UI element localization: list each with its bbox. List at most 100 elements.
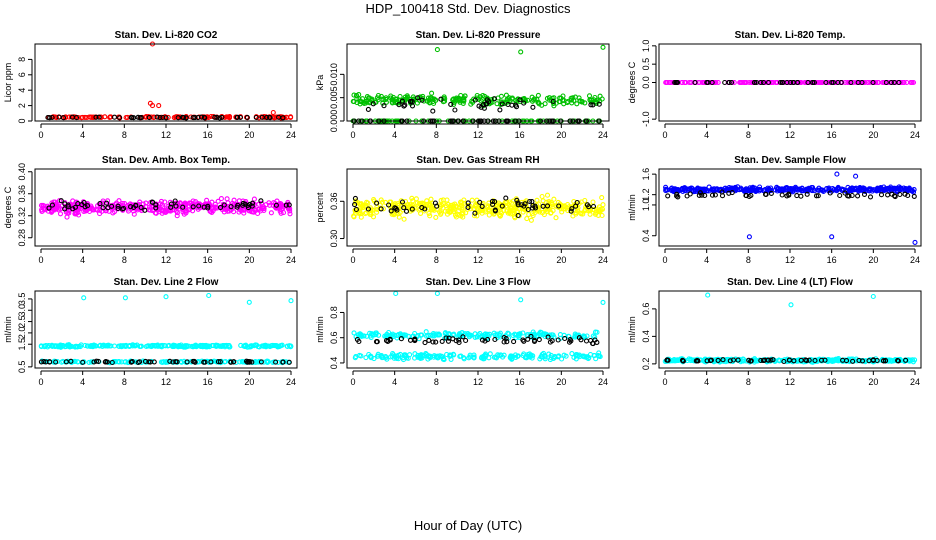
data-point (122, 343, 129, 349)
data-point (599, 212, 605, 219)
data-point (430, 339, 436, 345)
outlier-point (206, 292, 212, 299)
data-point (814, 187, 820, 193)
y-tick-label: 0.010 (329, 63, 339, 86)
data-point (588, 102, 594, 108)
data-point (453, 338, 459, 344)
x-tick-label: 12 (785, 377, 795, 387)
data-point (452, 212, 459, 218)
data-point (215, 359, 221, 365)
data-point (142, 358, 149, 364)
data-point (780, 79, 786, 86)
data-point (135, 359, 141, 366)
data-point (227, 344, 233, 350)
data-point (781, 358, 787, 365)
data-point (146, 115, 152, 121)
data-point (378, 352, 385, 359)
y-axis: 0.4 0.6 0.8 (329, 306, 345, 369)
x-axis: 0 4 8 12 16 20 24 (662, 248, 920, 265)
data-point (375, 97, 381, 103)
x-tick-label: 8 (746, 377, 751, 387)
data-point (96, 114, 102, 120)
data-point (405, 202, 411, 208)
data-point (769, 79, 775, 86)
data-point (52, 343, 58, 349)
data-point (397, 351, 403, 357)
outlier-point (149, 103, 156, 109)
data-point (383, 99, 389, 105)
data-point (422, 340, 428, 346)
y-tick-label: 1.0 (641, 40, 651, 53)
data-point (737, 186, 743, 193)
data-point (190, 204, 196, 210)
data-point (539, 193, 545, 200)
data-point (677, 357, 684, 363)
data-point (465, 204, 471, 210)
data-point (82, 207, 89, 213)
data-point (353, 334, 359, 340)
data-point (94, 206, 100, 212)
data-point (189, 343, 195, 349)
data-point (254, 342, 260, 348)
data-point (474, 92, 480, 99)
data-point (277, 208, 283, 214)
data-point (266, 114, 273, 120)
data-point (445, 338, 452, 344)
data-point (101, 342, 107, 348)
y-axis-label: Licor ppm (3, 63, 13, 103)
data-point (173, 359, 179, 365)
series-secondary (672, 79, 902, 86)
data-point (408, 98, 414, 104)
x-tick-label: 20 (556, 377, 566, 387)
data-point (214, 114, 220, 120)
data-point (448, 101, 454, 107)
data-point (84, 114, 90, 121)
data-point (467, 354, 473, 360)
data-point (131, 204, 137, 211)
data-point (578, 337, 584, 343)
x-axis: 0 4 8 12 16 20 24 (38, 370, 296, 387)
data-point (148, 343, 154, 349)
data-point (896, 79, 902, 86)
x-tick-label: 12 (161, 255, 171, 265)
data-point (395, 331, 402, 338)
y-tick-label: 0.2 (641, 358, 651, 371)
data-point (256, 201, 262, 207)
y-axis-label: ml/min (627, 316, 637, 343)
x-tick-label: 4 (80, 130, 85, 140)
data-point (456, 337, 462, 343)
data-point (860, 185, 866, 191)
panel-title: Stan. Dev. Line 3 Flow (426, 277, 531, 288)
data-point (477, 208, 483, 214)
plot-frame (34, 43, 298, 122)
data-point (286, 359, 292, 365)
data-point (234, 204, 240, 210)
y-tick-label: 8 (17, 57, 27, 62)
data-point (386, 202, 392, 208)
data-point (268, 210, 274, 216)
data-point (510, 332, 516, 339)
data-point (116, 198, 122, 204)
x-tick-label: 4 (704, 130, 709, 140)
data-point (461, 98, 467, 104)
data-point (362, 211, 368, 217)
data-point (770, 357, 776, 363)
y-tick-label: 0.4 (641, 330, 651, 343)
data-point (571, 97, 577, 104)
x-axis-caption: Hour of Day (UTC) (413, 518, 523, 533)
data-point (228, 204, 234, 210)
data-point (499, 101, 505, 107)
data-point (245, 202, 251, 209)
data-point (479, 337, 486, 343)
data-point (870, 79, 876, 86)
y-tick-label: 0.5 (641, 58, 651, 71)
data-point (217, 343, 223, 349)
x-axis: 0 4 8 12 16 20 24 (350, 248, 608, 265)
data-point (749, 185, 755, 191)
data-point (264, 359, 270, 365)
data-point (521, 100, 527, 106)
x-tick-label: 24 (598, 255, 608, 265)
